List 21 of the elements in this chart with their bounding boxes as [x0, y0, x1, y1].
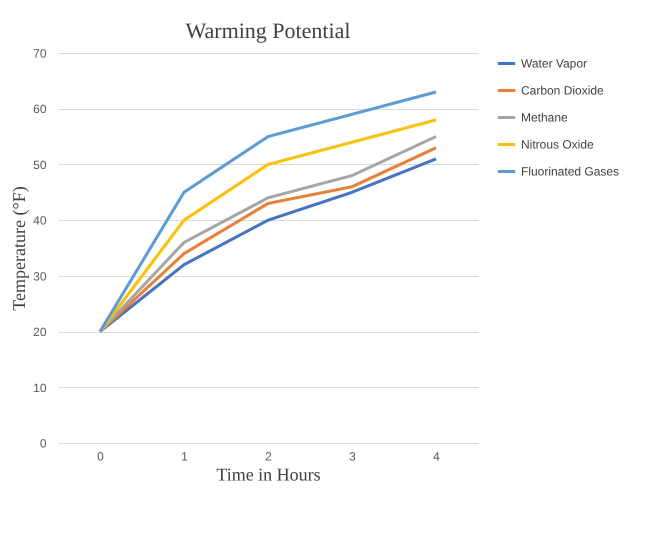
legend-label: Water Vapor — [521, 56, 588, 70]
chart-title: Warming Potential — [185, 18, 351, 43]
y-tick-label: 10 — [33, 380, 47, 395]
y-tick-label: 50 — [33, 158, 47, 172]
legend-label: Fluorinated Gases — [521, 164, 620, 178]
y-tick-label: 0 — [40, 436, 47, 450]
legend-label: Nitrous Oxide — [521, 138, 594, 152]
x-tick-label: 4 — [433, 450, 440, 464]
x-axis-title: Time in Hours — [216, 464, 321, 484]
y-tick-label: 30 — [33, 269, 47, 284]
x-tick-label: 0 — [97, 450, 104, 464]
y-tick-label: 70 — [33, 46, 47, 60]
x-tick-label: 1 — [181, 450, 188, 464]
x-tick-label: 3 — [349, 450, 356, 464]
y-tick-label: 60 — [33, 102, 47, 116]
legend-label: Methane — [521, 110, 568, 124]
y-tick-label: 40 — [33, 214, 47, 228]
x-tick-label: 2 — [265, 450, 272, 464]
legend-label: Carbon Dioxide — [521, 84, 604, 98]
y-axis-title: Temperature (°F) — [9, 186, 30, 311]
y-tick-label: 20 — [33, 325, 47, 340]
